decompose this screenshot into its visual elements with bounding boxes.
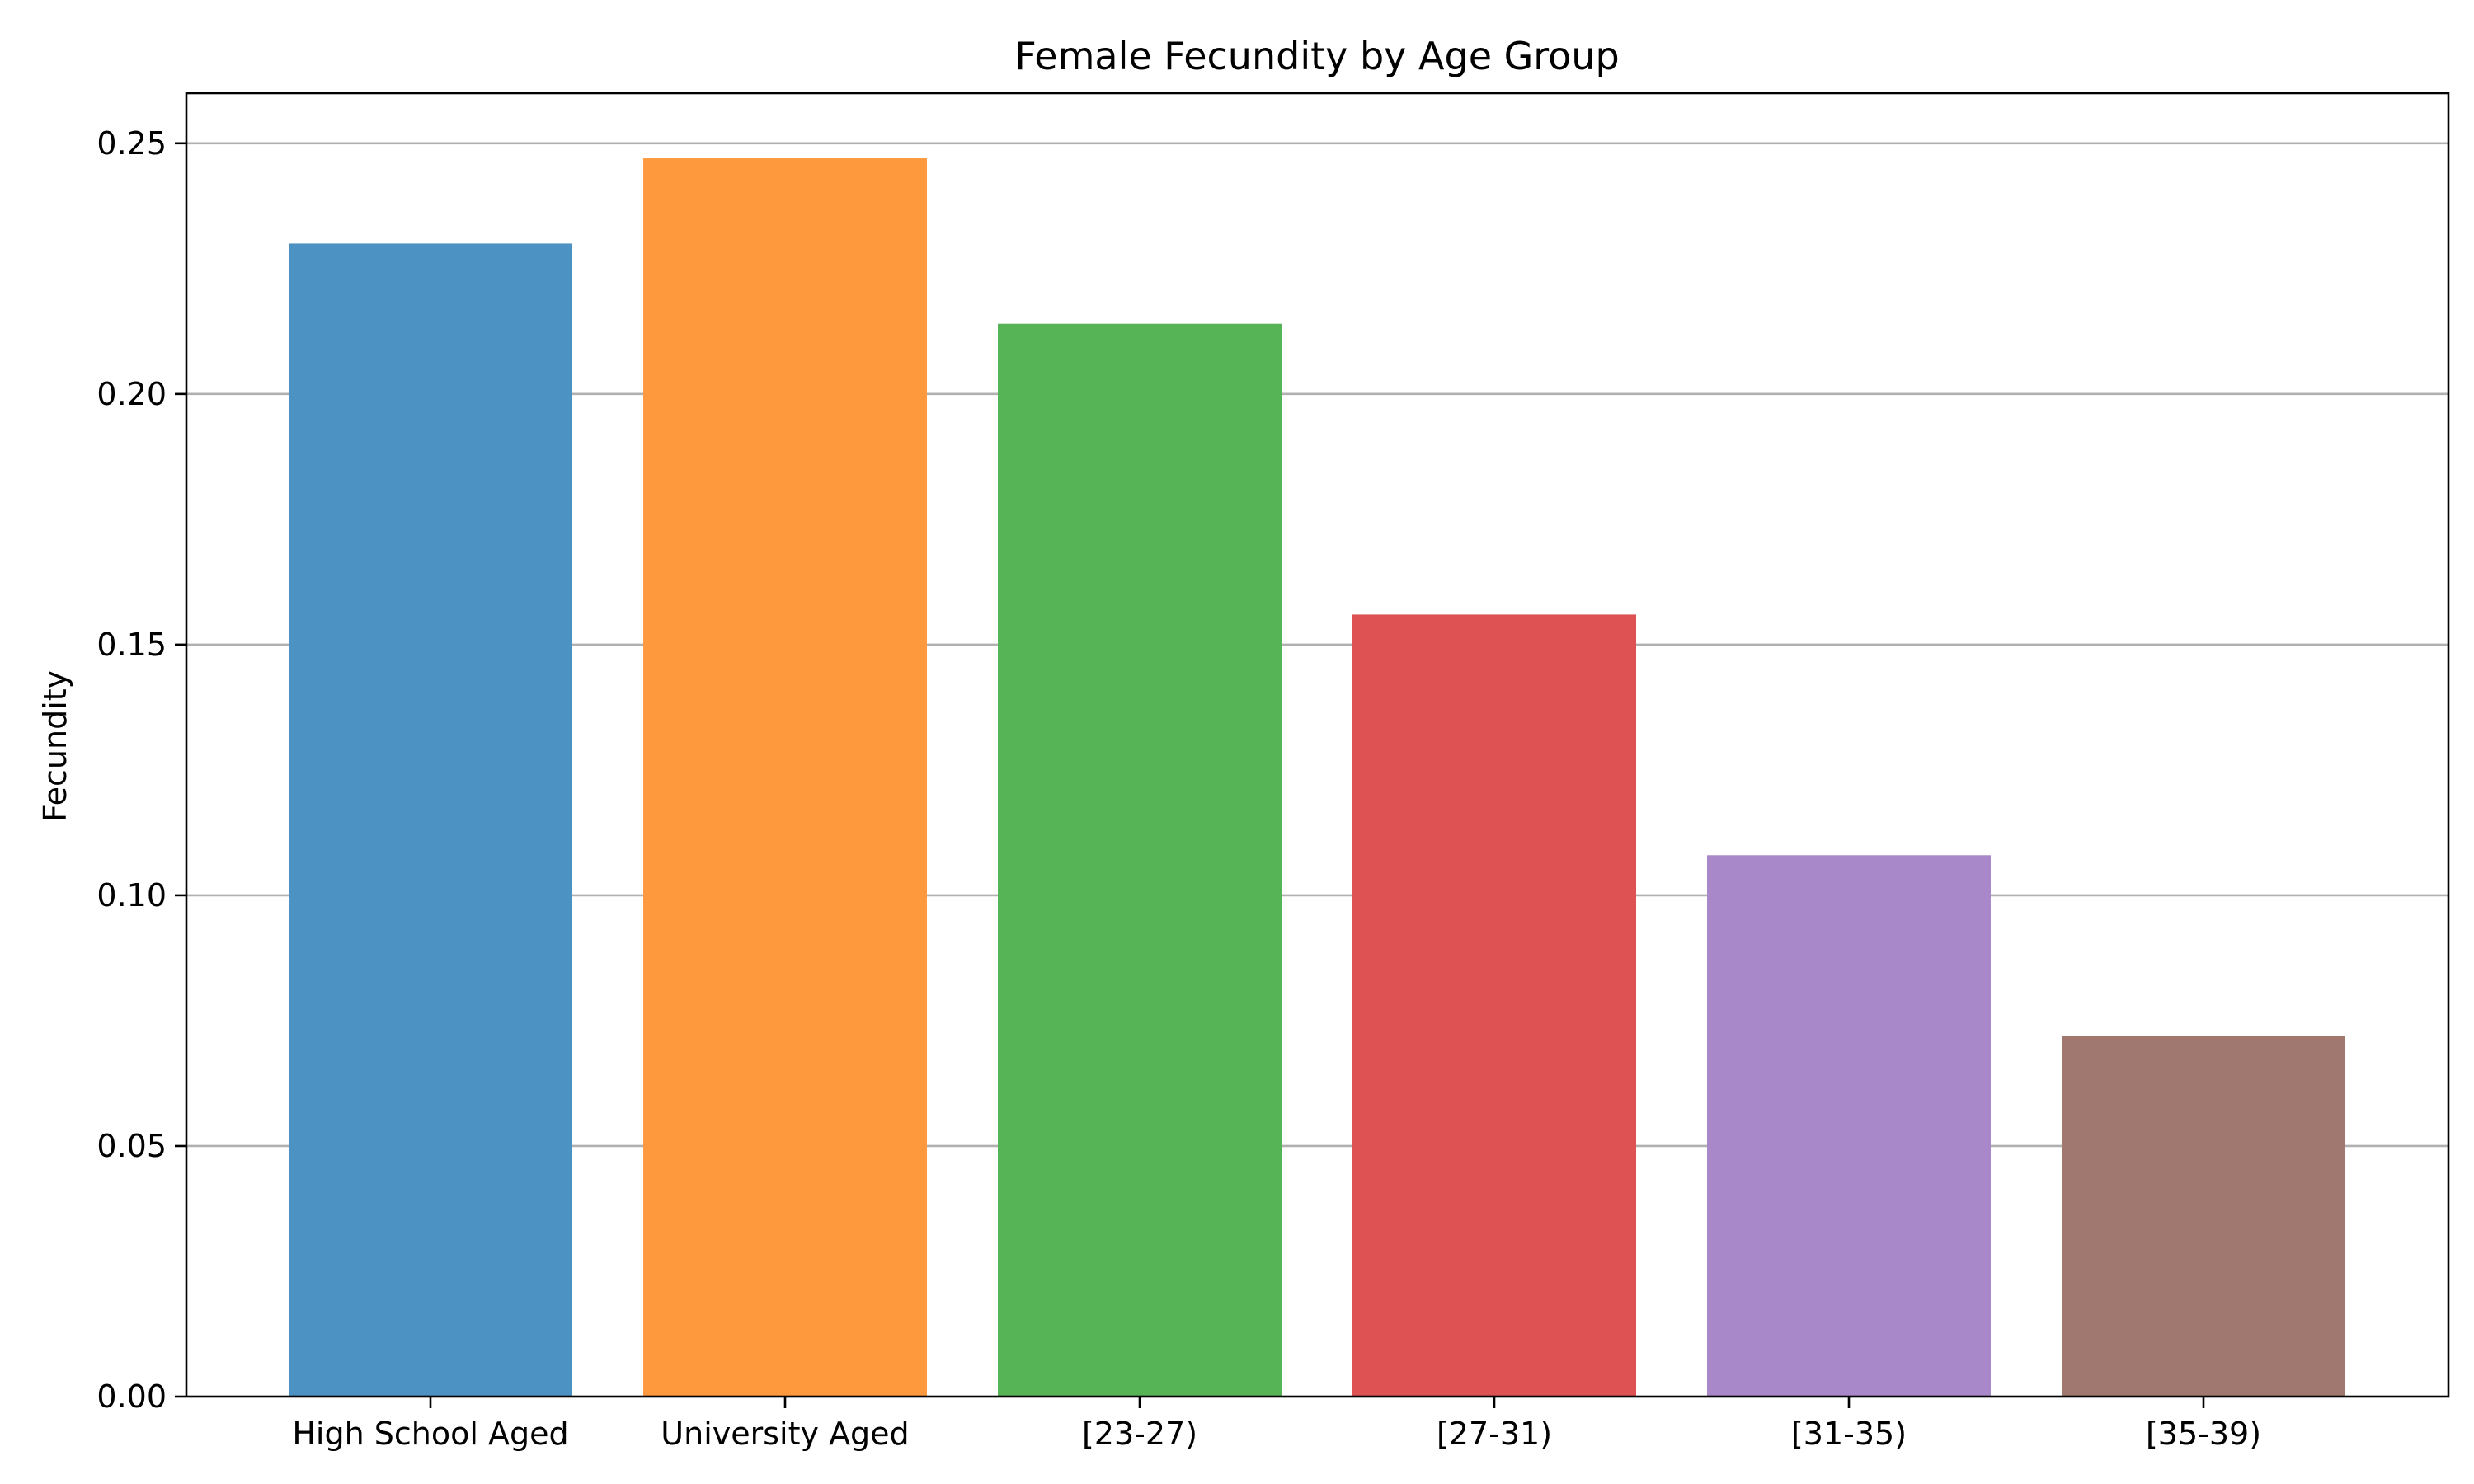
x-tick-label: [27-31) — [1437, 1416, 1552, 1452]
x-tick-label: University Aged — [661, 1416, 909, 1452]
chart-title: Female Fecundity by Age Group — [1014, 34, 1619, 78]
y-axis-ticks: 0.00 0.05 0.10 0.15 0.20 0.25 — [96, 125, 186, 1415]
y-tick-label: 0.05 — [96, 1128, 167, 1164]
y-axis-label: Fecundity — [37, 670, 73, 822]
x-tick-label: [23-27) — [1082, 1416, 1197, 1452]
x-tick-label: [31-35) — [1791, 1416, 1907, 1452]
bars — [289, 158, 2345, 1397]
bar — [2062, 1036, 2345, 1397]
x-tick-label: High School Aged — [292, 1416, 568, 1452]
bar — [289, 243, 572, 1397]
x-axis-ticks: High School Aged University Aged [23-27) [2… — [292, 1397, 2261, 1452]
y-tick-label: 0.25 — [96, 125, 167, 162]
bar — [998, 323, 1282, 1397]
bar — [1352, 614, 1636, 1397]
bar — [643, 158, 927, 1397]
y-tick-label: 0.10 — [96, 877, 167, 913]
plot-frame — [185, 92, 2450, 1398]
y-tick-label: 0.00 — [96, 1378, 167, 1415]
y-tick-label: 0.15 — [96, 627, 167, 663]
bar — [1707, 855, 1991, 1397]
x-tick-label: [35-39) — [2146, 1416, 2261, 1452]
y-tick-label: 0.20 — [96, 376, 167, 412]
